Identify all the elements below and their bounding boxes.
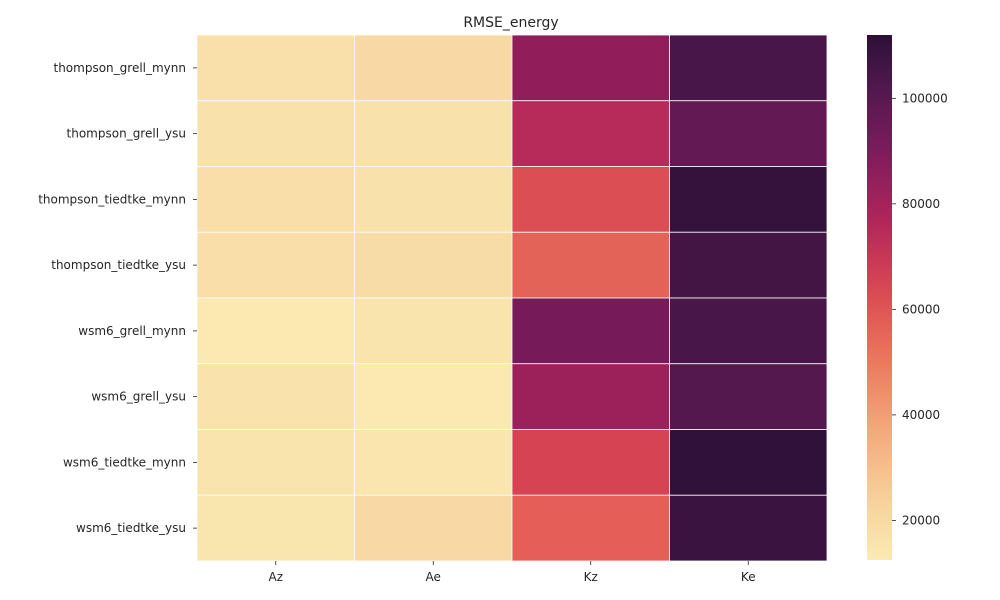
- y-tick-label: wsm6_grell_ysu: [91, 390, 186, 404]
- heatmap-cell: [511, 166, 670, 233]
- heatmap-cell: [511, 494, 670, 562]
- x-tick-label: Ke: [741, 570, 756, 584]
- heatmap-cell: [354, 34, 513, 102]
- heatmap-cell: [669, 100, 828, 167]
- heatmap-cell: [196, 494, 355, 562]
- y-tick-label: wsm6_tiedtke_mynn: [63, 455, 186, 469]
- x-tick-label: Kz: [584, 570, 598, 584]
- heatmap-cell: [511, 297, 670, 365]
- heatmap-cell: [196, 166, 355, 233]
- heatmap-cell: [511, 363, 670, 430]
- x-axis-ticks: Az Ae Kz Ke: [268, 561, 756, 584]
- y-tick-label: thompson_grell_ysu: [67, 127, 186, 141]
- heatmap-cell: [669, 429, 828, 496]
- colorbar-tick-label: 40000: [902, 408, 940, 422]
- heatmap-cell: [354, 363, 513, 430]
- heatmap-cell: [669, 34, 828, 102]
- heatmap-cells: [196, 34, 828, 562]
- colorbar-tick-label: 80000: [902, 197, 940, 211]
- heatmap-cell: [511, 100, 670, 167]
- heatmap-cell: [511, 34, 670, 102]
- heatmap-cell: [196, 363, 355, 430]
- x-tick-label: Ae: [426, 570, 441, 584]
- y-tick-label: wsm6_grell_mynn: [78, 324, 186, 338]
- y-tick-label: thompson_tiedtke_mynn: [38, 192, 186, 206]
- heatmap-cell: [669, 297, 828, 365]
- colorbar-ticks: 20000 40000 60000 80000 100000: [892, 91, 948, 527]
- heatmap-cell: [196, 100, 355, 167]
- heatmap-cell: [196, 34, 355, 102]
- colorbar-tick-label: 100000: [902, 91, 948, 105]
- heatmap-cell: [196, 297, 355, 365]
- heatmap-cell: [669, 494, 828, 562]
- colorbar-tick-label: 60000: [902, 302, 940, 316]
- y-tick-label: thompson_grell_mynn: [54, 61, 187, 75]
- heatmap-cell: [354, 297, 513, 365]
- y-tick-label: thompson_tiedtke_ysu: [51, 258, 186, 272]
- heatmap-cell: [354, 166, 513, 233]
- colorbar-tick-label: 20000: [902, 513, 940, 527]
- heatmap-cell: [354, 231, 513, 299]
- x-tick-label: Az: [268, 570, 283, 584]
- y-axis-ticks: thompson_grell_mynn thompson_grell_ysutho…: [38, 61, 197, 535]
- heatmap-cell: [354, 429, 513, 496]
- chart-title: RMSE_energy: [463, 15, 558, 31]
- heatmap-cell: [196, 429, 355, 496]
- heatmap-cell: [669, 231, 828, 299]
- heatmap-cell: [669, 363, 828, 430]
- y-tick-label: wsm6_tiedtke_ysu: [76, 521, 186, 535]
- heatmap-cell: [196, 231, 355, 299]
- heatmap-cell: [511, 231, 670, 299]
- heatmap-cell: [669, 166, 828, 233]
- heatmap-cell: [511, 429, 670, 496]
- heatmap-cell: [354, 494, 513, 562]
- heatmap-cell: [354, 100, 513, 167]
- colorbar: [867, 35, 892, 560]
